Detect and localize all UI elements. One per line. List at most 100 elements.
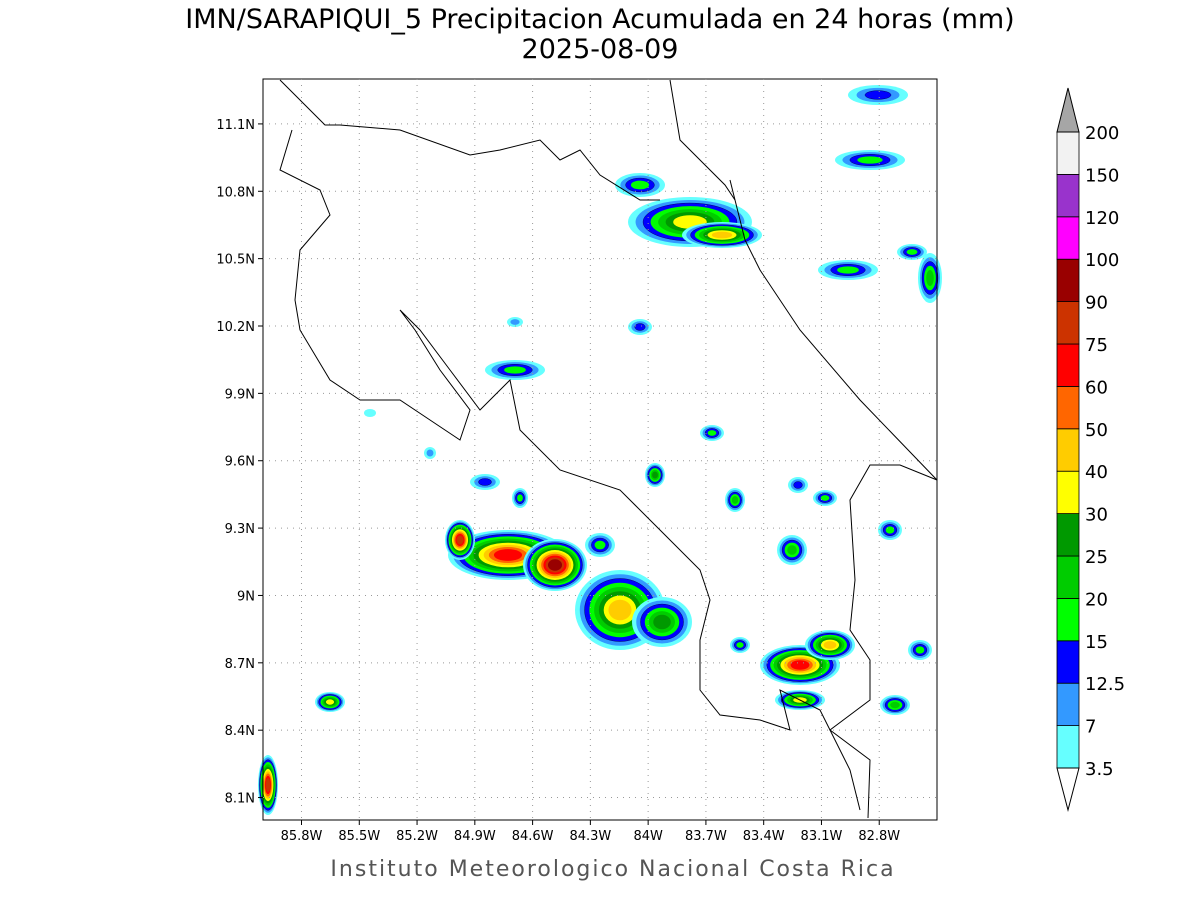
rain-cell — [890, 701, 900, 709]
colorbar-label: 100 — [1085, 250, 1119, 271]
rain-cell — [594, 540, 606, 550]
colorbar-label: 90 — [1085, 293, 1108, 314]
rain-cell — [478, 478, 492, 486]
x-tick-label: 83.1W — [801, 829, 843, 844]
colorbar-label: 50 — [1085, 420, 1108, 441]
rain-cell — [857, 156, 883, 164]
colorbar-segment — [1056, 725, 1080, 769]
x-tick-label: 85.2W — [396, 829, 438, 844]
subtitle: 2025-08-09 — [522, 34, 679, 65]
rain-cell — [837, 266, 859, 274]
colorbar-label: 200 — [1085, 123, 1119, 144]
colorbar-segment — [1056, 428, 1080, 472]
colorbar-label: 20 — [1085, 589, 1108, 610]
plot-area: 85.8W 85.5W 85.2W 84.9W 84.6W 84.3W 84W 83.7W 83… — [216, 78, 942, 844]
rain-cell — [793, 481, 803, 489]
rain-cell — [926, 270, 934, 286]
rain-cell — [790, 660, 810, 670]
x-tick-label: 84.3W — [569, 829, 611, 844]
colorbar: 3.5 7 12.5 15 20 25 30 40 50 60 75 90 100 120 150 200 — [1056, 87, 1125, 812]
x-tick-label: 84W — [633, 829, 663, 844]
y-tick-label: 9.6N — [225, 455, 255, 470]
colorbar-label: 7 — [1085, 717, 1096, 738]
rain-cell — [608, 599, 632, 621]
colorbar-segment — [1056, 131, 1080, 175]
colorbar-label: 15 — [1085, 632, 1108, 653]
colorbar-label: 12.5 — [1085, 674, 1125, 695]
title: IMN/SARAPIQUI_5 Precipitacion Acumulada … — [185, 4, 1014, 35]
colorbar-label: 30 — [1085, 505, 1108, 526]
colorbar-segment — [1056, 682, 1080, 727]
colorbar-label: 25 — [1085, 547, 1108, 568]
rain-cell — [634, 323, 646, 331]
coast — [279, 79, 660, 201]
y-tick-label: 8.4N — [225, 724, 255, 739]
border — [829, 464, 938, 819]
colorbar-label: 150 — [1085, 165, 1119, 186]
colorbar-label: 120 — [1085, 208, 1119, 229]
rain-cell — [456, 535, 464, 545]
rain-cell — [823, 641, 837, 649]
x-tick-label: 85.8W — [281, 829, 323, 844]
y-tick-label: 9.3N — [225, 522, 255, 537]
rain-cell — [787, 545, 797, 555]
y-tick-label: 10.2N — [216, 320, 255, 335]
rain-cell — [653, 614, 671, 630]
colorbar-segment — [1056, 640, 1080, 684]
colorbar-label: 3.5 — [1085, 759, 1114, 780]
colorbar-segment — [1056, 301, 1080, 345]
y-tick-label: 9N — [237, 589, 255, 604]
rain-cell — [906, 249, 918, 255]
colorbar-segment — [1056, 513, 1080, 557]
x-tick-label: 85.5W — [338, 829, 380, 844]
rain-cell — [364, 409, 376, 417]
coast — [729, 179, 938, 481]
colorbar-label: 60 — [1085, 377, 1108, 398]
rain-cell — [864, 90, 892, 100]
rain-cell — [426, 449, 434, 457]
rain-cell — [652, 471, 658, 479]
colorbar-segment — [1056, 385, 1080, 430]
rain-cell — [325, 699, 335, 705]
colorbar-under — [1056, 767, 1080, 812]
x-tick-label: 84.9W — [454, 829, 496, 844]
colorbar-segment — [1056, 343, 1080, 387]
colorbar-segment — [1056, 598, 1080, 642]
rain-cell — [731, 496, 739, 504]
coastline — [279, 79, 938, 819]
rain-cell — [915, 646, 925, 654]
colorbar-segment — [1056, 258, 1080, 303]
colorbar-segment — [1056, 216, 1080, 260]
x-tick-label: 83.4W — [743, 829, 785, 844]
border — [669, 79, 736, 201]
y-tick-label: 11.1N — [216, 118, 255, 133]
y-tick-label: 9.9N — [225, 387, 255, 402]
colorbar-segment — [1056, 555, 1080, 599]
x-tick-label: 84.6W — [512, 829, 554, 844]
colorbar-label: 40 — [1085, 462, 1108, 483]
y-tick-label: 10.8N — [216, 185, 255, 200]
rain-cell — [510, 319, 520, 325]
x-tick-label: 83.7W — [685, 829, 727, 844]
y-tick-label: 8.1N — [225, 792, 255, 807]
rain-cell — [517, 494, 523, 502]
rain-cell — [504, 366, 526, 374]
x-tick-label: 82.8W — [858, 829, 900, 844]
rain-cell — [493, 549, 523, 561]
rain-cell — [707, 430, 717, 436]
rain-cell — [630, 180, 650, 190]
colorbar-segment — [1056, 173, 1080, 218]
rain-cell — [547, 559, 563, 571]
colorbar-over — [1056, 87, 1080, 133]
y-tick-label: 10.5N — [216, 253, 255, 268]
y-tick-label: 8.7N — [225, 657, 255, 672]
colorbar-segment — [1056, 470, 1080, 515]
footer: Instituto Meteorologico Nacional Costa R… — [330, 857, 895, 882]
rain-cell — [265, 778, 271, 792]
coast — [279, 129, 861, 811]
rain-cell — [885, 526, 895, 534]
rain-cell — [820, 495, 830, 501]
rain-cell — [736, 642, 744, 648]
